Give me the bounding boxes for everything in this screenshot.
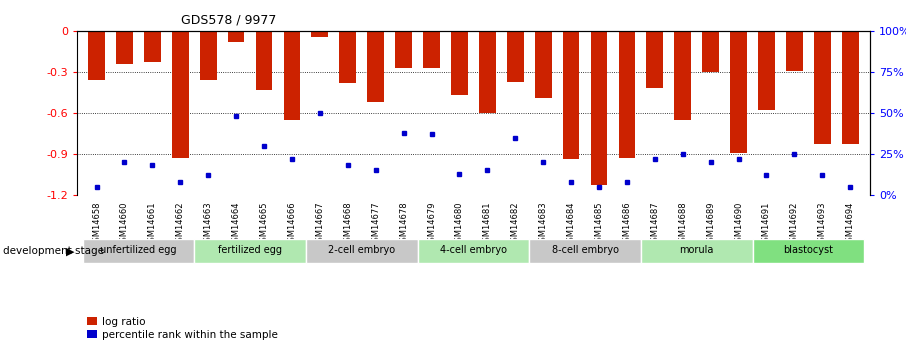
Bar xyxy=(758,31,775,110)
Bar xyxy=(423,31,440,68)
Bar xyxy=(674,31,691,120)
Bar xyxy=(395,31,412,68)
Text: 4-cell embryo: 4-cell embryo xyxy=(440,246,506,255)
Bar xyxy=(842,31,859,145)
Text: 2-cell embryo: 2-cell embryo xyxy=(328,246,395,255)
Legend: log ratio, percentile rank within the sample: log ratio, percentile rank within the sa… xyxy=(87,317,278,340)
Text: 8-cell embryo: 8-cell embryo xyxy=(552,246,619,255)
Text: development stage: development stage xyxy=(3,246,103,256)
Bar xyxy=(529,239,641,263)
Text: unfertilized egg: unfertilized egg xyxy=(101,246,177,255)
Text: morula: morula xyxy=(680,246,714,255)
Bar xyxy=(116,31,133,64)
Bar xyxy=(506,31,524,81)
Bar xyxy=(284,31,300,120)
Text: blastocyst: blastocyst xyxy=(784,246,834,255)
Text: GDS578 / 9977: GDS578 / 9977 xyxy=(181,14,276,27)
Bar xyxy=(563,31,580,159)
Bar xyxy=(172,31,188,158)
Bar xyxy=(255,31,273,90)
Bar xyxy=(82,239,194,263)
Bar xyxy=(753,239,864,263)
Bar xyxy=(535,31,552,98)
Bar xyxy=(312,31,328,37)
Bar xyxy=(702,31,719,72)
Bar xyxy=(479,31,496,113)
Bar xyxy=(786,31,803,71)
Bar xyxy=(418,239,529,263)
Bar xyxy=(88,31,105,80)
Bar xyxy=(200,31,217,80)
Bar xyxy=(340,31,356,83)
Bar xyxy=(647,31,663,88)
Bar xyxy=(619,31,635,158)
Bar xyxy=(144,31,160,62)
Bar xyxy=(730,31,747,152)
Bar xyxy=(367,31,384,102)
Bar xyxy=(814,31,831,145)
Bar xyxy=(451,31,467,95)
Bar xyxy=(306,239,418,263)
Text: ▶: ▶ xyxy=(66,246,74,256)
Text: fertilized egg: fertilized egg xyxy=(218,246,282,255)
Bar xyxy=(227,31,245,42)
Bar xyxy=(194,239,306,263)
Bar xyxy=(641,239,753,263)
Bar xyxy=(591,31,607,185)
